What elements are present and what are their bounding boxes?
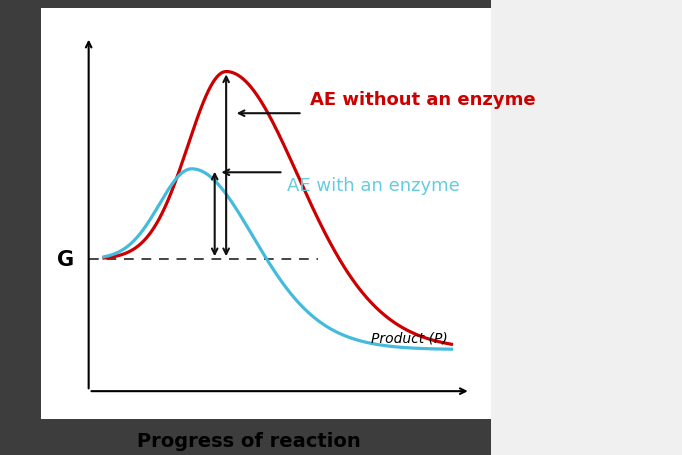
Text: AE without an enzyme: AE without an enzyme bbox=[310, 91, 536, 109]
Text: G: G bbox=[57, 250, 74, 269]
Text: Progress of reaction: Progress of reaction bbox=[137, 431, 361, 450]
Text: Product (P): Product (P) bbox=[371, 330, 448, 344]
Text: AE with an enzyme: AE with an enzyme bbox=[287, 177, 460, 194]
